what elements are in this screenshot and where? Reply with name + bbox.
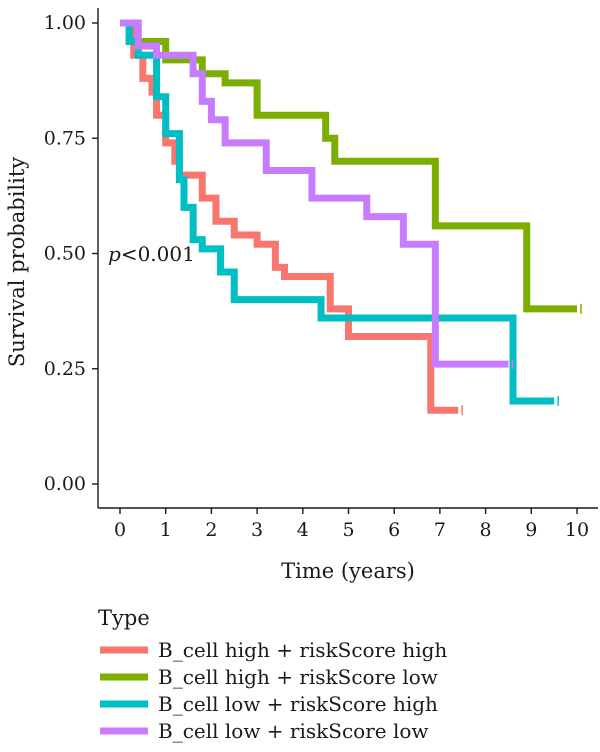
survival-curve-series-2 (120, 19, 577, 313)
y-tick-label: 0.50 (44, 243, 86, 265)
x-tick-label: 6 (388, 519, 400, 541)
x-tick-label: 10 (565, 519, 589, 541)
x-ticks: 0 1 2 3 4 5 6 7 8 9 10 (114, 508, 589, 541)
survival-curves (120, 19, 577, 414)
x-tick-label: 2 (205, 519, 217, 541)
y-tick-label: 1.00 (44, 12, 86, 34)
y-tick-label: 0.00 (44, 473, 86, 495)
x-axis-title: Time (years) (281, 559, 415, 583)
x-tick-label: 8 (480, 519, 492, 541)
x-tick-label: 1 (160, 519, 172, 541)
legend-title: Type (98, 606, 150, 630)
survival-curve-series-4 (120, 19, 509, 368)
legend-label-4: B_cell low + riskScore low (158, 719, 429, 743)
legend-label-1: B_cell high + riskScore high (158, 638, 447, 662)
legend-label-3: B_cell low + riskScore high (158, 692, 438, 716)
p-value-annotation: p<0.001 (108, 242, 195, 266)
survival-curve-series-3 (120, 19, 555, 405)
legend: B_cell high + riskScore high B_cell high … (100, 638, 447, 743)
y-axis-title: Survival probability (5, 157, 29, 367)
y-ticks: 0.00 0.25 0.50 0.75 1.00 (44, 12, 98, 495)
survival-curve-series-1 (120, 19, 459, 414)
x-tick-label: 4 (297, 519, 309, 541)
x-tick-label: 7 (434, 519, 446, 541)
x-tick-label: 3 (251, 519, 263, 541)
x-tick-label: 9 (525, 519, 537, 541)
legend-label-2: B_cell high + riskScore low (158, 665, 438, 689)
y-tick-label: 0.75 (44, 127, 86, 149)
x-tick-label: 5 (342, 519, 354, 541)
x-tick-label: 0 (114, 519, 126, 541)
y-tick-label: 0.25 (44, 358, 86, 380)
censor-marks (461, 303, 582, 416)
